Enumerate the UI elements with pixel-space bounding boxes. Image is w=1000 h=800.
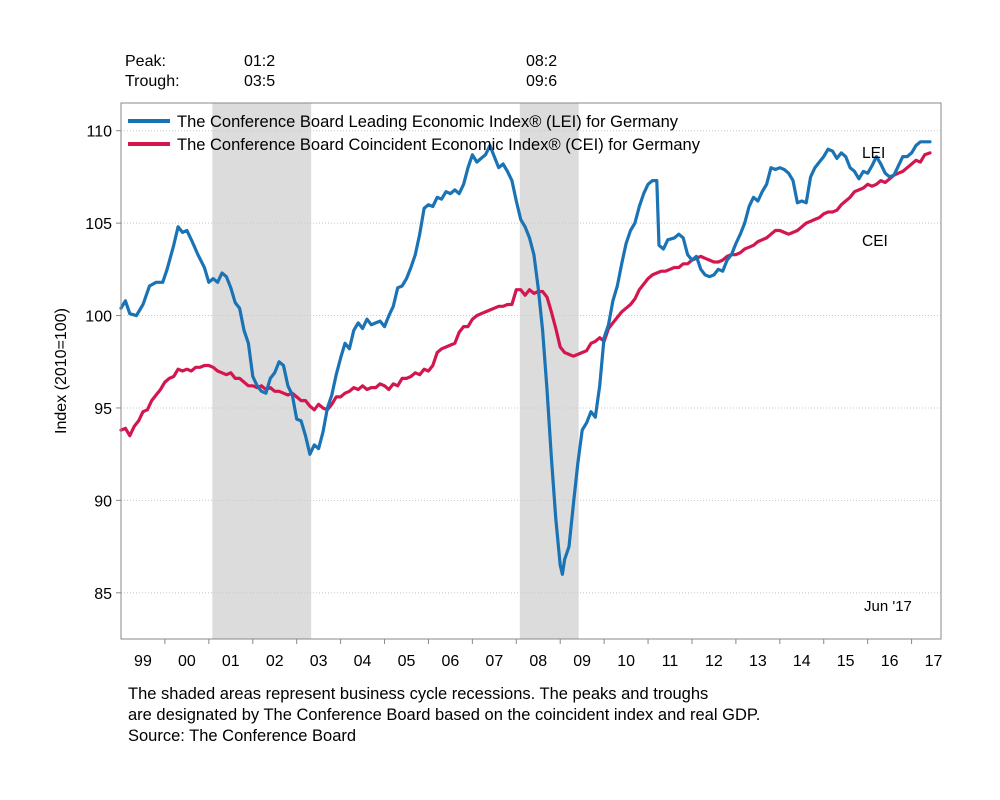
latest-date-label: Jun '17 (864, 598, 912, 615)
x-tick-label-06: 06 (442, 653, 460, 670)
x-tick-label-12: 12 (705, 653, 723, 670)
x-tick-label-99: 99 (134, 653, 152, 670)
footnote-line-2: are designated by The Conference Board b… (128, 706, 761, 724)
legend-label-cei: The Conference Board Coincident Economic… (177, 136, 701, 154)
x-tick-label-17: 17 (925, 653, 943, 670)
trough-date-1: 03:5 (244, 73, 275, 90)
x-tick-label-07: 07 (485, 653, 503, 670)
plot-frame (120, 102, 942, 640)
x-tick-label-11: 11 (662, 653, 679, 670)
legend: The Conference Board Leading Economic In… (128, 113, 701, 154)
footnote: The shaded areas represent business cycl… (128, 684, 760, 747)
y-axis-label: Index (2010=100) (53, 308, 70, 434)
recession-bands (212, 103, 579, 639)
peak-row-label: Peak: (125, 53, 166, 70)
y-tick-label-95: 95 (94, 401, 112, 418)
cei-series-label: CEI (862, 233, 888, 250)
y-tick-label-100: 100 (85, 309, 112, 326)
recession-band-1 (212, 103, 312, 639)
peak-date-1: 01:2 (244, 53, 275, 70)
x-tick-label-05: 05 (398, 653, 416, 670)
x-axis-ticks: 99 00 01 02 03 04 05 06 07 08 09 10 11 12 13 14 15 16 17 (134, 639, 943, 670)
x-tick-label-13: 13 (749, 653, 767, 670)
legend-label-lei: The Conference Board Leading Economic In… (177, 113, 679, 131)
x-tick-label-16: 16 (881, 653, 899, 670)
trough-row-label: Trough: (125, 73, 180, 90)
chart: 85 90 95 100 105 110 99 00 01 02 03 04 05 06 07 08 09 10… (53, 53, 943, 670)
lei-series-label: LEI (862, 145, 885, 162)
trough-date-2: 09:6 (526, 73, 557, 90)
series-line-lei (119, 140, 932, 576)
footnote-line-3: Source: The Conference Board (128, 727, 357, 745)
series-line-cei (119, 151, 932, 438)
x-tick-label-00: 00 (178, 653, 196, 670)
x-tick-label-14: 14 (793, 653, 811, 670)
peak-date-2: 08:2 (526, 53, 557, 70)
x-tick-label-02: 02 (266, 653, 284, 670)
x-tick-label-10: 10 (617, 653, 635, 670)
x-tick-label-15: 15 (837, 653, 855, 670)
y-axis-ticks: 85 90 95 100 105 110 (85, 124, 121, 603)
peak-trough-header: Peak: Trough: 01:2 03:5 08:2 09:6 (125, 53, 557, 90)
y-tick-label-90: 90 (94, 493, 112, 510)
y-tick-label-105: 105 (85, 216, 112, 233)
x-tick-label-08: 08 (529, 653, 547, 670)
x-tick-label-03: 03 (310, 653, 328, 670)
x-tick-label-09: 09 (573, 653, 591, 670)
x-tick-label-04: 04 (354, 653, 372, 670)
y-tick-label-110: 110 (86, 124, 112, 141)
series-lines (119, 140, 932, 576)
footnote-line-1: The shaded areas represent business cycl… (128, 685, 709, 703)
y-tick-label-85: 85 (94, 586, 112, 603)
x-tick-label-01: 01 (222, 653, 240, 670)
recession-band-2 (519, 103, 579, 639)
